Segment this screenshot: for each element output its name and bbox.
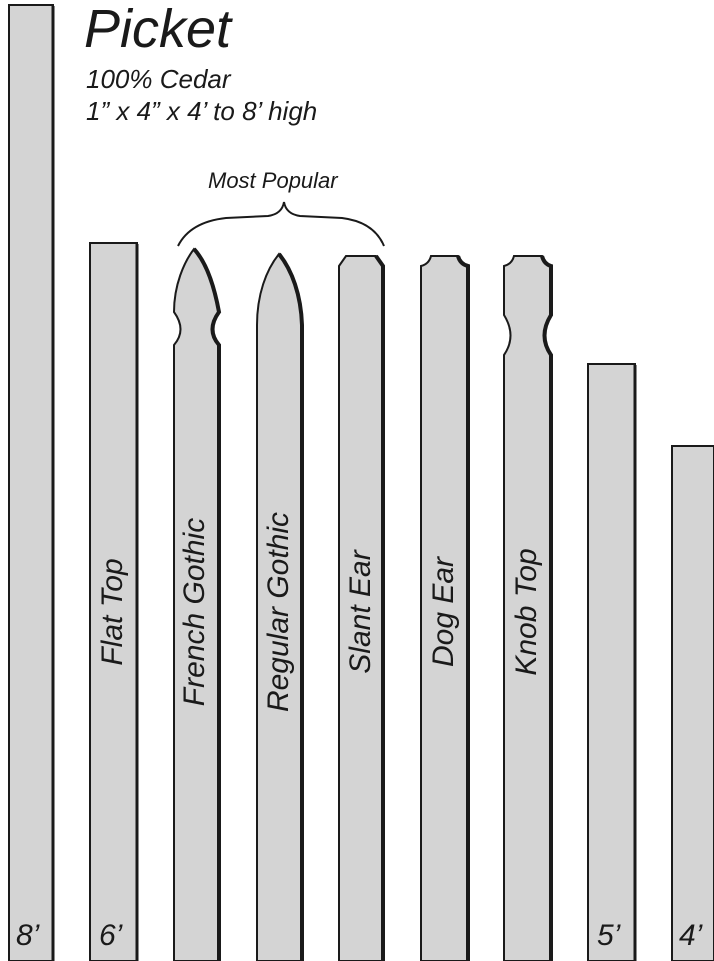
height-label-5ft: 5’ <box>597 919 621 952</box>
subtitle-dimensions: 1” x 4” x 4’ to 8’ high <box>86 96 318 126</box>
most-popular-brace <box>177 201 385 247</box>
height-label-8ft: 8’ <box>16 919 40 952</box>
label-flat-top: Flat Top <box>96 558 129 666</box>
picket-regular-gothic <box>256 252 304 961</box>
picket-slant-ear <box>338 254 385 961</box>
picket-knob-top <box>503 255 553 961</box>
height-label-4ft: 4’ <box>679 919 703 952</box>
page-title: Picket <box>84 0 232 59</box>
label-knob-top: Knob Top <box>510 548 543 676</box>
picket-french-gothic <box>172 247 222 961</box>
picket-5ft <box>587 363 637 961</box>
label-french-gothic: French Gothic <box>178 517 211 707</box>
label-dog-ear: Dog Ear <box>427 556 460 668</box>
most-popular-label: Most Popular <box>208 168 338 193</box>
height-label-6ft: 6’ <box>99 919 123 952</box>
label-slant-ear: Slant Ear <box>344 550 377 674</box>
subtitle-material: 100% Cedar <box>86 64 231 94</box>
label-regular-gothic: Regular Gothic <box>262 511 295 713</box>
picket-8ft <box>8 4 55 961</box>
picket-4ft <box>671 445 714 961</box>
picket-dog-ear <box>420 255 470 961</box>
picket-flat-top <box>89 242 139 961</box>
